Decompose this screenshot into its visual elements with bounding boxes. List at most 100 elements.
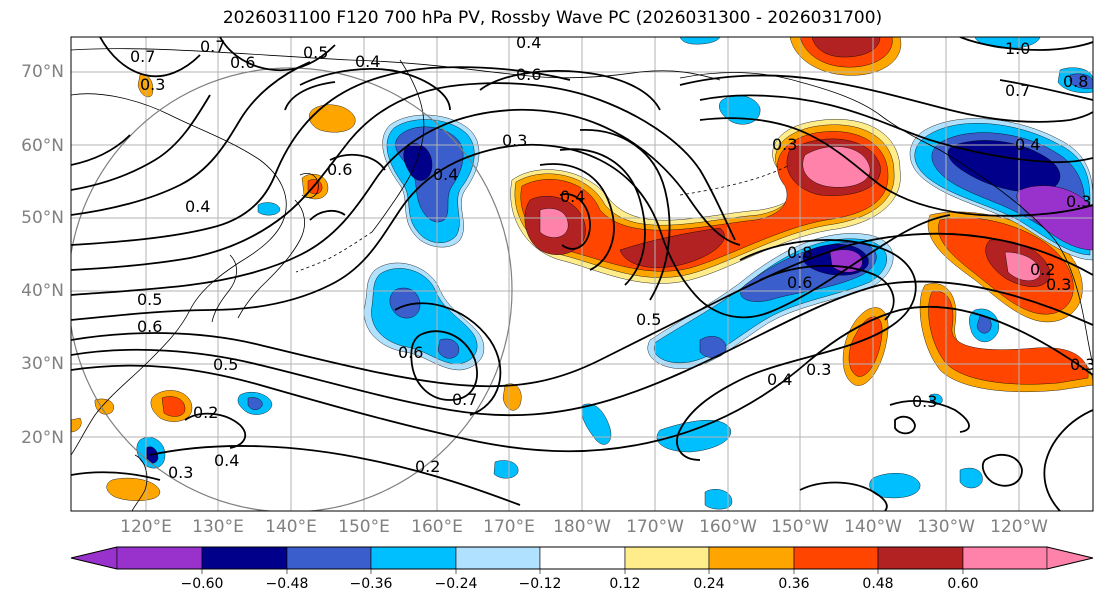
colorbar-tick-label: −0.12 [518,576,562,592]
negative-anomaly [869,473,921,499]
colorbar-tick-label: 0.48 [862,576,894,592]
negative-anomaly [493,460,519,479]
lon-label-150e: 150°E [338,517,390,537]
contour-label: 1.0 [1005,39,1030,58]
pv-contour [559,193,591,250]
lat-label-30n: 30°N [21,354,64,374]
pv-contour [329,153,386,171]
pv-contour [284,81,336,111]
contour-label: 0.5 [303,43,328,62]
pv-contour [71,61,311,216]
colorbar-segment [624,546,710,570]
coastline-kuril [295,231,373,273]
contour-label: 0.3 [912,392,937,411]
reference-circle [71,67,513,511]
pv-contour [1043,409,1093,511]
negative-anomaly [403,143,433,181]
contour-label: 0.4 [214,451,239,470]
positive-anomaly [539,208,569,238]
pv-contour [579,129,671,301]
positive-anomaly [802,146,871,188]
pv-contour [981,453,1023,487]
lon-label-120e: 120°E [120,517,172,537]
colorbar [70,546,1094,574]
pv-contour [71,471,161,481]
contour-label: 0.4 [355,52,380,71]
contour-label: 0.6 [327,160,352,179]
positive-anomaly [1004,251,1041,281]
lon-label-180w: 180°W [553,517,611,537]
contour-label: 0.4 [767,370,792,389]
pv-contour [219,37,336,72]
contour-label: 0.6 [137,317,162,336]
pv-contour [309,209,346,221]
positive-anomaly [94,398,114,415]
lat-label-70n: 70°N [21,62,64,82]
colorbar-segment [70,546,118,570]
positive-anomaly [309,104,356,133]
pv-contour [71,134,131,166]
pv-contour [679,74,1093,123]
coastline-aleutian [679,164,791,196]
positive-anomaly [307,179,323,195]
negative-anomaly [704,489,733,510]
negative-anomaly [257,202,281,216]
positive-anomaly [811,37,881,58]
contour-label: 0.7 [130,47,155,66]
negative-anomaly [247,397,263,410]
lon-label-120w: 120°W [990,517,1048,537]
lon-label-130e: 130°E [192,517,244,537]
negative-anomaly [699,336,727,358]
negative-anomaly [581,403,612,445]
anomaly-shading [71,37,1093,510]
colorbar-segment [1046,546,1094,570]
colorbar-segment [286,546,372,570]
pv-contour [99,37,201,78]
contour-label: 0.4 [433,165,458,184]
pv-contour [889,400,970,433]
contour-label: 0.6 [516,65,541,84]
contour-label: 0.3 [1070,355,1095,374]
pv-contour [394,302,502,416]
colorbar-tick-label: 0.36 [778,576,810,592]
pv-contours [71,37,1093,511]
map-frame [70,36,1094,512]
pv-contour [676,239,917,461]
positive-anomaly [928,291,1089,385]
colorbar-tick-label: −0.60 [180,576,224,592]
pv-contour [479,69,661,111]
pv-contour [299,68,451,111]
pv-contour [759,264,895,321]
lon-label-130w: 130°W [917,517,975,537]
colorbar-segment [370,546,457,570]
contour-label: 0.2 [193,403,218,422]
colorbar-segment [201,546,288,570]
pv-contour [539,163,615,271]
contour-label: 0.5 [636,310,661,329]
negative-anomaly [389,287,421,319]
pv-contour [71,82,736,271]
coastlines [71,48,1093,511]
colorbar-tick-label: −0.24 [434,576,478,592]
pv-contour [71,108,741,296]
pv-contour [699,94,1093,164]
colorbar-segment [708,546,795,570]
lat-label-20n: 20°N [21,428,64,448]
contour-label: 0.4 [185,197,210,216]
contour-label: 0.7 [1005,81,1030,100]
lat-label-50n: 50°N [21,208,64,228]
lon-label-170e: 170°E [483,517,535,537]
contour-label: 0.3 [1046,275,1071,294]
pv-contour [559,148,646,286]
pv-contour [999,79,1093,101]
colorbar-segment [962,546,1048,570]
pv-contour [71,143,951,321]
pv-contour [894,415,916,435]
map-title: 2026031100 F120 700 hPa PV, Rossby Wave … [222,8,883,28]
negative-anomaly [1069,73,1093,89]
contour-label: 0.3 [168,463,193,482]
contour-label: 0.5 [137,290,162,309]
contour-label: 0.5 [213,355,238,374]
colorbar-segment [116,546,203,570]
negative-anomaly [656,419,731,453]
